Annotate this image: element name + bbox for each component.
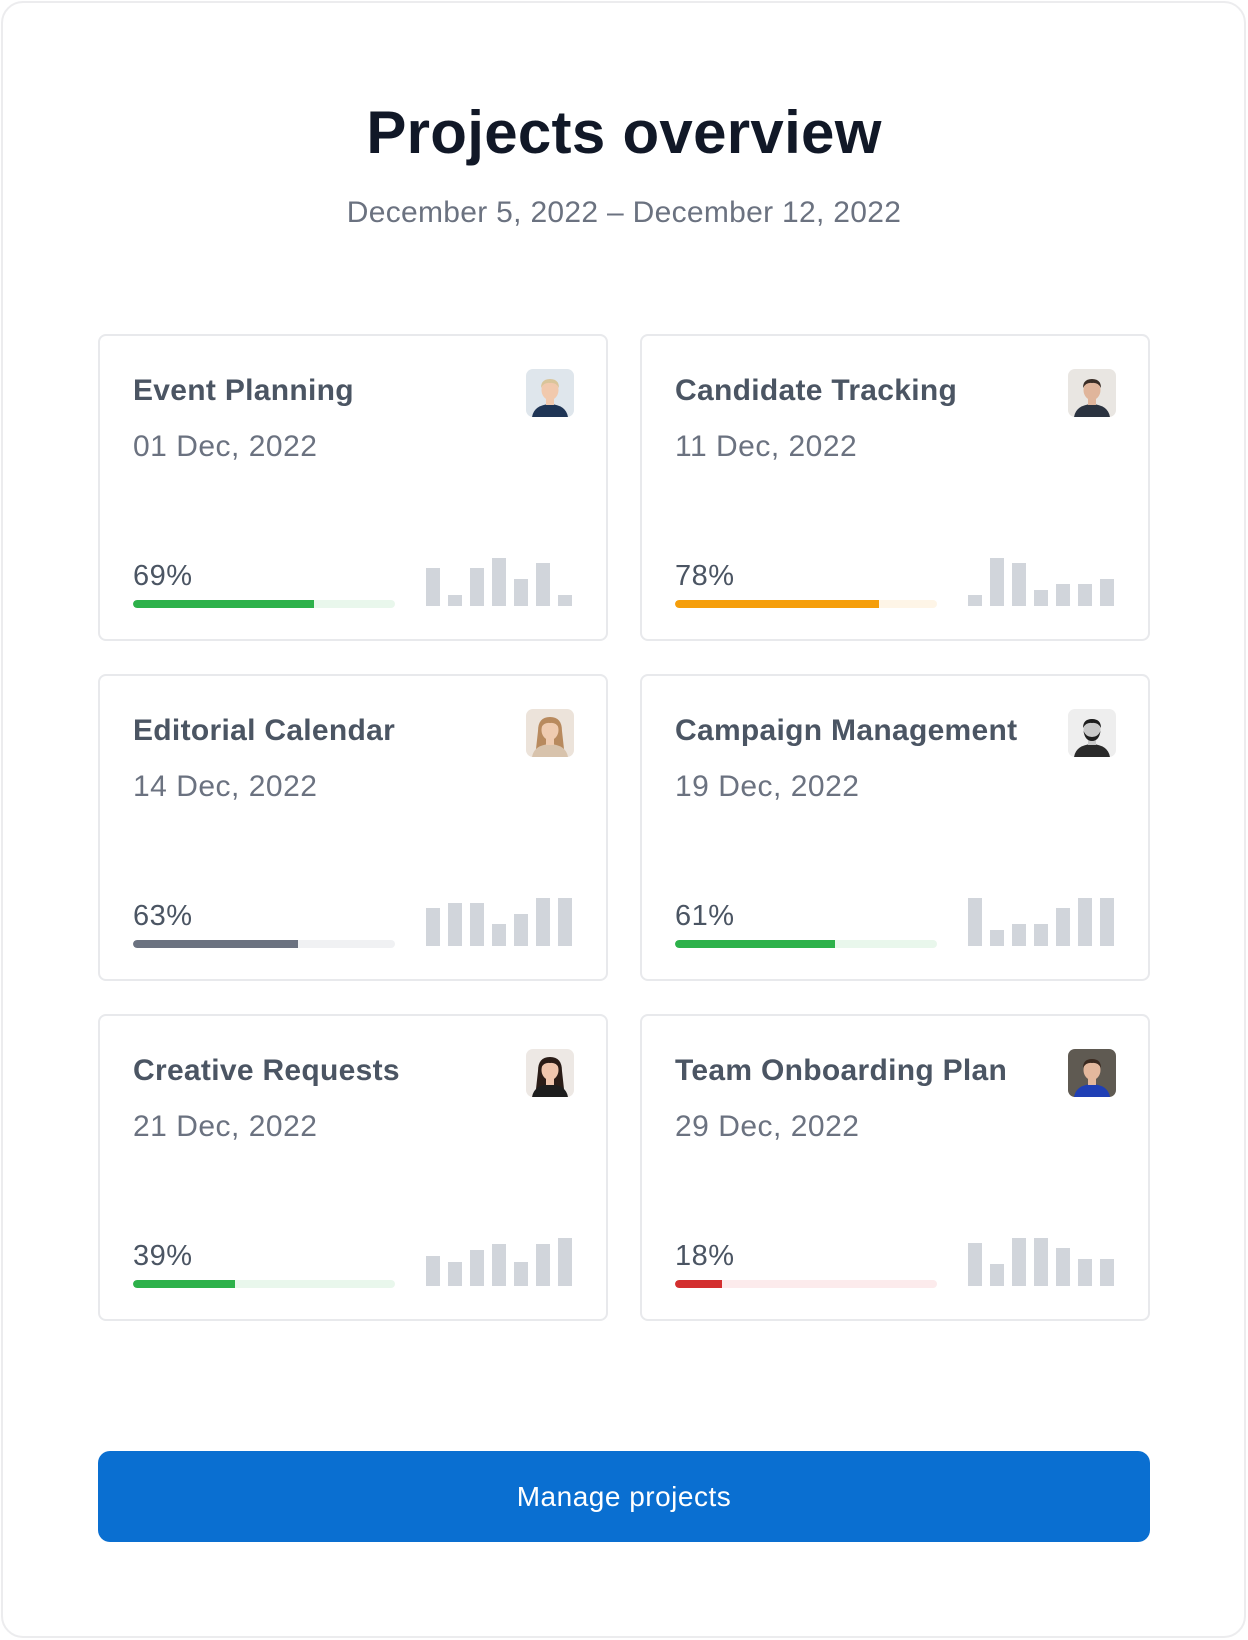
activity-bar <box>1100 898 1114 946</box>
activity-chart <box>968 898 1116 946</box>
activity-bar <box>1012 1238 1026 1286</box>
progress-fill <box>675 940 835 948</box>
progress-bar <box>675 940 937 948</box>
progress-fill <box>675 600 880 608</box>
project-card[interactable]: Creative Requests 21 Dec, 2022 39% <box>98 1014 608 1321</box>
activity-chart <box>426 558 574 606</box>
project-name: Editorial Calendar <box>133 714 396 747</box>
activity-bar <box>1078 898 1092 946</box>
project-date: 29 Dec, 2022 <box>675 1110 860 1143</box>
progress-label: 18% <box>675 1240 735 1272</box>
progress-bar <box>133 600 395 608</box>
activity-bar <box>558 898 572 946</box>
activity-bar <box>1012 924 1026 946</box>
project-name: Campaign Management <box>675 714 1018 747</box>
activity-bar <box>1056 908 1070 946</box>
activity-bar <box>470 903 484 946</box>
project-name: Creative Requests <box>133 1054 400 1087</box>
activity-bar <box>1100 1259 1114 1286</box>
activity-bar <box>1012 563 1026 606</box>
activity-chart <box>968 558 1116 606</box>
progress-label: 63% <box>133 900 193 932</box>
project-date: 01 Dec, 2022 <box>133 430 318 463</box>
activity-bar <box>1100 579 1114 606</box>
avatar-man-beard <box>1068 709 1116 757</box>
progress-label: 78% <box>675 560 735 592</box>
activity-chart <box>968 1238 1116 1286</box>
progress-fill <box>675 1280 723 1288</box>
progress-bar <box>133 1280 395 1288</box>
activity-bar <box>492 558 506 606</box>
activity-bar <box>470 568 484 606</box>
avatar-woman-dark-hair <box>526 1049 574 1097</box>
progress-label: 69% <box>133 560 193 592</box>
activity-bar <box>470 1250 484 1286</box>
activity-bar <box>492 1244 506 1286</box>
avatar-man-blue-shirt <box>1068 1049 1116 1097</box>
progress-label: 39% <box>133 1240 193 1272</box>
activity-bar <box>1056 584 1070 606</box>
activity-bar <box>514 914 528 946</box>
activity-bar <box>426 1256 440 1286</box>
progress-fill <box>133 600 314 608</box>
progress-fill <box>133 940 299 948</box>
activity-bar <box>990 1264 1004 1286</box>
activity-bar <box>1078 1259 1092 1286</box>
progress-bar <box>133 940 395 948</box>
page-title: Projects overview <box>366 99 882 166</box>
progress-label: 61% <box>675 900 735 932</box>
progress-fill <box>133 1280 236 1288</box>
activity-bar <box>968 898 982 946</box>
activity-bar <box>968 595 982 606</box>
activity-bar <box>448 903 462 946</box>
activity-bar <box>558 1238 572 1286</box>
activity-bar <box>492 924 506 946</box>
progress-bar <box>675 600 937 608</box>
project-name: Candidate Tracking <box>675 374 958 407</box>
activity-bar <box>1034 924 1048 946</box>
activity-bar <box>1034 1238 1048 1286</box>
activity-bar <box>536 898 550 946</box>
activity-bar <box>448 595 462 606</box>
activity-bar <box>514 579 528 606</box>
activity-bar <box>1056 1248 1070 1286</box>
progress-bar <box>675 1280 937 1288</box>
activity-bar <box>1034 590 1048 606</box>
project-card[interactable]: Event Planning 01 Dec, 2022 69% <box>98 334 608 641</box>
project-card[interactable]: Team Onboarding Plan 29 Dec, 2022 18% <box>640 1014 1150 1321</box>
avatar-woman-long-hair <box>526 709 574 757</box>
activity-bar <box>1078 584 1092 606</box>
activity-bar <box>990 930 1004 946</box>
project-card[interactable]: Candidate Tracking 11 Dec, 2022 78% <box>640 334 1150 641</box>
activity-chart <box>426 898 574 946</box>
activity-bar <box>426 908 440 946</box>
manage-projects-button[interactable]: Manage projects <box>98 1451 1150 1542</box>
project-name: Team Onboarding Plan <box>675 1054 1008 1087</box>
activity-bar <box>990 558 1004 606</box>
project-card[interactable]: Editorial Calendar 14 Dec, 2022 63% <box>98 674 608 981</box>
project-name: Event Planning <box>133 374 354 407</box>
activity-bar <box>536 563 550 606</box>
activity-bar <box>558 595 572 606</box>
project-date: 14 Dec, 2022 <box>133 770 318 803</box>
project-date: 19 Dec, 2022 <box>675 770 860 803</box>
avatar-woman-blonde <box>526 369 574 417</box>
project-date: 11 Dec, 2022 <box>675 430 858 463</box>
activity-bar <box>426 568 440 606</box>
project-date: 21 Dec, 2022 <box>133 1110 318 1143</box>
activity-chart <box>426 1238 574 1286</box>
project-card[interactable]: Campaign Management 19 Dec, 2022 61% <box>640 674 1150 981</box>
date-range: December 5, 2022 – December 12, 2022 <box>346 196 902 229</box>
avatar-man-short-hair <box>1068 369 1116 417</box>
activity-bar <box>536 1244 550 1286</box>
activity-bar <box>448 1262 462 1286</box>
activity-bar <box>514 1262 528 1286</box>
activity-bar <box>968 1243 982 1286</box>
